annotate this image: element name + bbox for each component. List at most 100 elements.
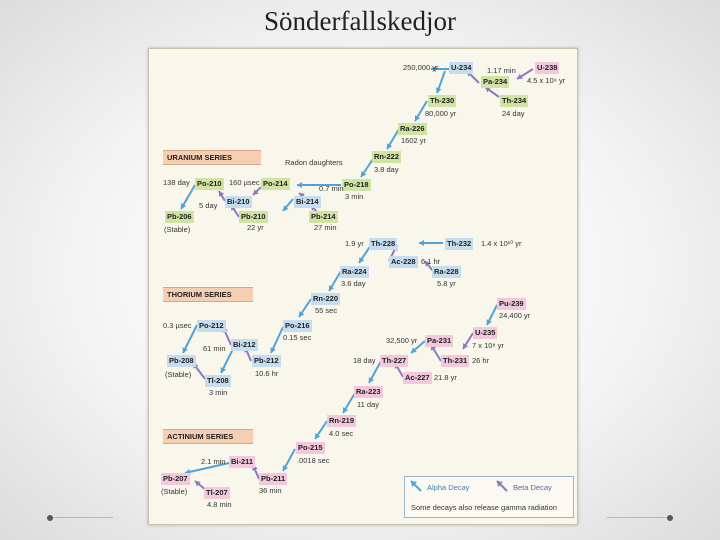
- nuclide-pb208: Pb-208: [167, 355, 196, 367]
- nuclide-bi214: Bi-214: [294, 196, 321, 208]
- uranium-series-header: URANIUM SERIES: [163, 150, 261, 165]
- alpha-arrowhead-icon: [411, 481, 417, 487]
- nuclide-ra228: Ra-228: [432, 266, 461, 278]
- arrowhead-icon: [431, 66, 436, 72]
- nuclide-po212: Po-212: [197, 320, 226, 332]
- half-life-ra223: 11 day: [357, 400, 379, 409]
- nuclide-rn220: Rn-220: [311, 293, 341, 305]
- half-life-pb208: (Stable): [165, 370, 192, 379]
- legend-gamma-note: Some decays also release gamma radiation: [411, 503, 557, 512]
- nuclide-pu239: Pu-239: [497, 298, 526, 310]
- nuclide-tl208: Tl-208: [205, 375, 231, 387]
- half-life-th228: 1.9 yr: [345, 239, 364, 248]
- arrowhead-icon: [387, 143, 393, 149]
- alpha-decay-arrow: [184, 462, 230, 474]
- arrowhead-icon: [282, 465, 289, 471]
- nuclide-u238: U-238: [535, 62, 560, 74]
- nuclide-pb212: Pb-212: [252, 355, 281, 367]
- nuclide-bi212: Bi-212: [231, 339, 258, 351]
- half-life-th231: 26 hr: [472, 356, 490, 365]
- arrowhead-icon: [485, 87, 491, 93]
- arrowhead-icon: [361, 171, 367, 177]
- half-life-th234: 24 day: [502, 109, 525, 118]
- arrowhead-icon: [425, 261, 431, 267]
- nuclide-u235: U-235: [473, 327, 498, 339]
- arrowhead-icon: [359, 257, 365, 263]
- nuclide-th231: Th-231: [441, 355, 470, 367]
- half-life-pb206: (Stable): [164, 225, 191, 234]
- legend-arrows: [410, 480, 508, 492]
- arrowhead-icon: [419, 240, 424, 246]
- half-life-rn222: 3.8 day: [374, 165, 399, 174]
- half-life-po218b: 3 min: [345, 192, 364, 201]
- half-life-tl207: 4.8 min: [207, 500, 232, 509]
- right-bullet-decoration: [607, 515, 673, 521]
- legend-beta-label: Beta Decay: [513, 483, 552, 492]
- half-life-pb212: 10.6 hr: [255, 369, 279, 378]
- nuclide-ra224: Ra-224: [340, 266, 369, 278]
- decay-chain-diagram: URANIUM SERIES THORIUM SERIES ACTINIUM S…: [148, 48, 578, 525]
- arrowhead-icon: [315, 433, 321, 439]
- nuclide-ac228: Ac-228: [389, 256, 418, 268]
- half-life-ra228: 5.8 yr: [437, 279, 456, 288]
- half-life-pb210: 22 yr: [247, 223, 264, 232]
- alpha-decay-arrow: [182, 324, 198, 354]
- arrowhead-icon: [435, 87, 442, 93]
- nuclide-u234: U-234: [449, 62, 474, 74]
- half-life-po212: 0.3 µsec: [163, 321, 192, 330]
- nuclide-pb206: Pb-206: [165, 211, 194, 223]
- half-life-th232: 1.4 x 10¹⁰ yr: [481, 239, 522, 248]
- nuclide-pa231: Pa-231: [425, 335, 454, 347]
- arrowhead-icon: [195, 481, 201, 487]
- nuclide-po214: Po-214: [261, 178, 290, 190]
- half-life-th227: 18 day: [353, 356, 376, 365]
- arrowhead-icon: [297, 182, 302, 188]
- thorium-series-header: THORIUM SERIES: [163, 287, 253, 302]
- half-life-po210: 138 day: [163, 178, 190, 187]
- arrowhead-icon: [253, 189, 259, 195]
- nuclide-ra226: Ra-226: [398, 123, 427, 135]
- nuclide-ra223: Ra-223: [354, 386, 383, 398]
- half-life-ra224: 3.6 day: [341, 279, 366, 288]
- nuclide-bi211: Bi-211: [229, 456, 256, 468]
- half-life-pa234: 1.17 min: [487, 66, 516, 75]
- half-life-po215: .0018 sec: [297, 456, 330, 465]
- arrowhead-icon: [415, 115, 421, 121]
- nuclide-th230: Th-230: [428, 95, 457, 107]
- radon-daughters-caption: Radon daughters: [285, 158, 343, 167]
- arrowhead-icon: [299, 311, 305, 317]
- nuclide-pb210: Pb-210: [239, 211, 268, 223]
- nuclide-tl207: Tl-207: [204, 487, 230, 499]
- half-life-bi211: 2.1 min: [201, 457, 226, 466]
- nuclide-bi210: Bi-210: [225, 196, 252, 208]
- legend: Alpha Decay Beta Decay Some decays also …: [404, 476, 574, 518]
- nuclide-pb214: Pb-214: [309, 211, 338, 223]
- nuclide-po215: Po-215: [296, 442, 325, 454]
- half-life-pb207: (Stable): [161, 487, 188, 496]
- nuclide-rn222: Rn-222: [372, 151, 402, 163]
- nuclide-th232: Th-232: [445, 238, 474, 250]
- half-life-rn219: 4.0 sec: [329, 429, 354, 438]
- nuclide-pa234: Pa-234: [481, 76, 510, 88]
- half-life-bi212: 61 min: [203, 344, 226, 353]
- arrowhead-icon: [182, 347, 188, 353]
- nuclide-rn219: Rn-219: [327, 415, 357, 427]
- half-life-pu239: 24,400 yr: [499, 311, 531, 320]
- arrowhead-icon: [219, 191, 225, 197]
- arrowhead-icon: [343, 407, 349, 413]
- half-life-pa231: 32,500 yr: [386, 336, 418, 345]
- half-life-th230: 80,000 yr: [425, 109, 457, 118]
- beta-arrowhead-icon: [497, 481, 503, 487]
- nuclide-po210: Po-210: [195, 178, 224, 190]
- nuclide-th234: Th-234: [500, 95, 529, 107]
- arrowhead-icon: [329, 285, 335, 291]
- half-life-bi210: 5 day: [199, 201, 218, 210]
- half-life-ac227: 21.8 yr: [434, 373, 457, 382]
- arrowhead-icon: [299, 193, 305, 199]
- arrowhead-icon: [411, 347, 417, 353]
- nuclide-po218: Po-218: [342, 179, 371, 191]
- half-life-u234: 250,000 yr: [403, 63, 439, 72]
- nuclide-pb211: Pb-211: [259, 473, 288, 485]
- half-life-pb214: 27 min: [314, 223, 337, 232]
- half-life-po216: 0.15 sec: [283, 333, 312, 342]
